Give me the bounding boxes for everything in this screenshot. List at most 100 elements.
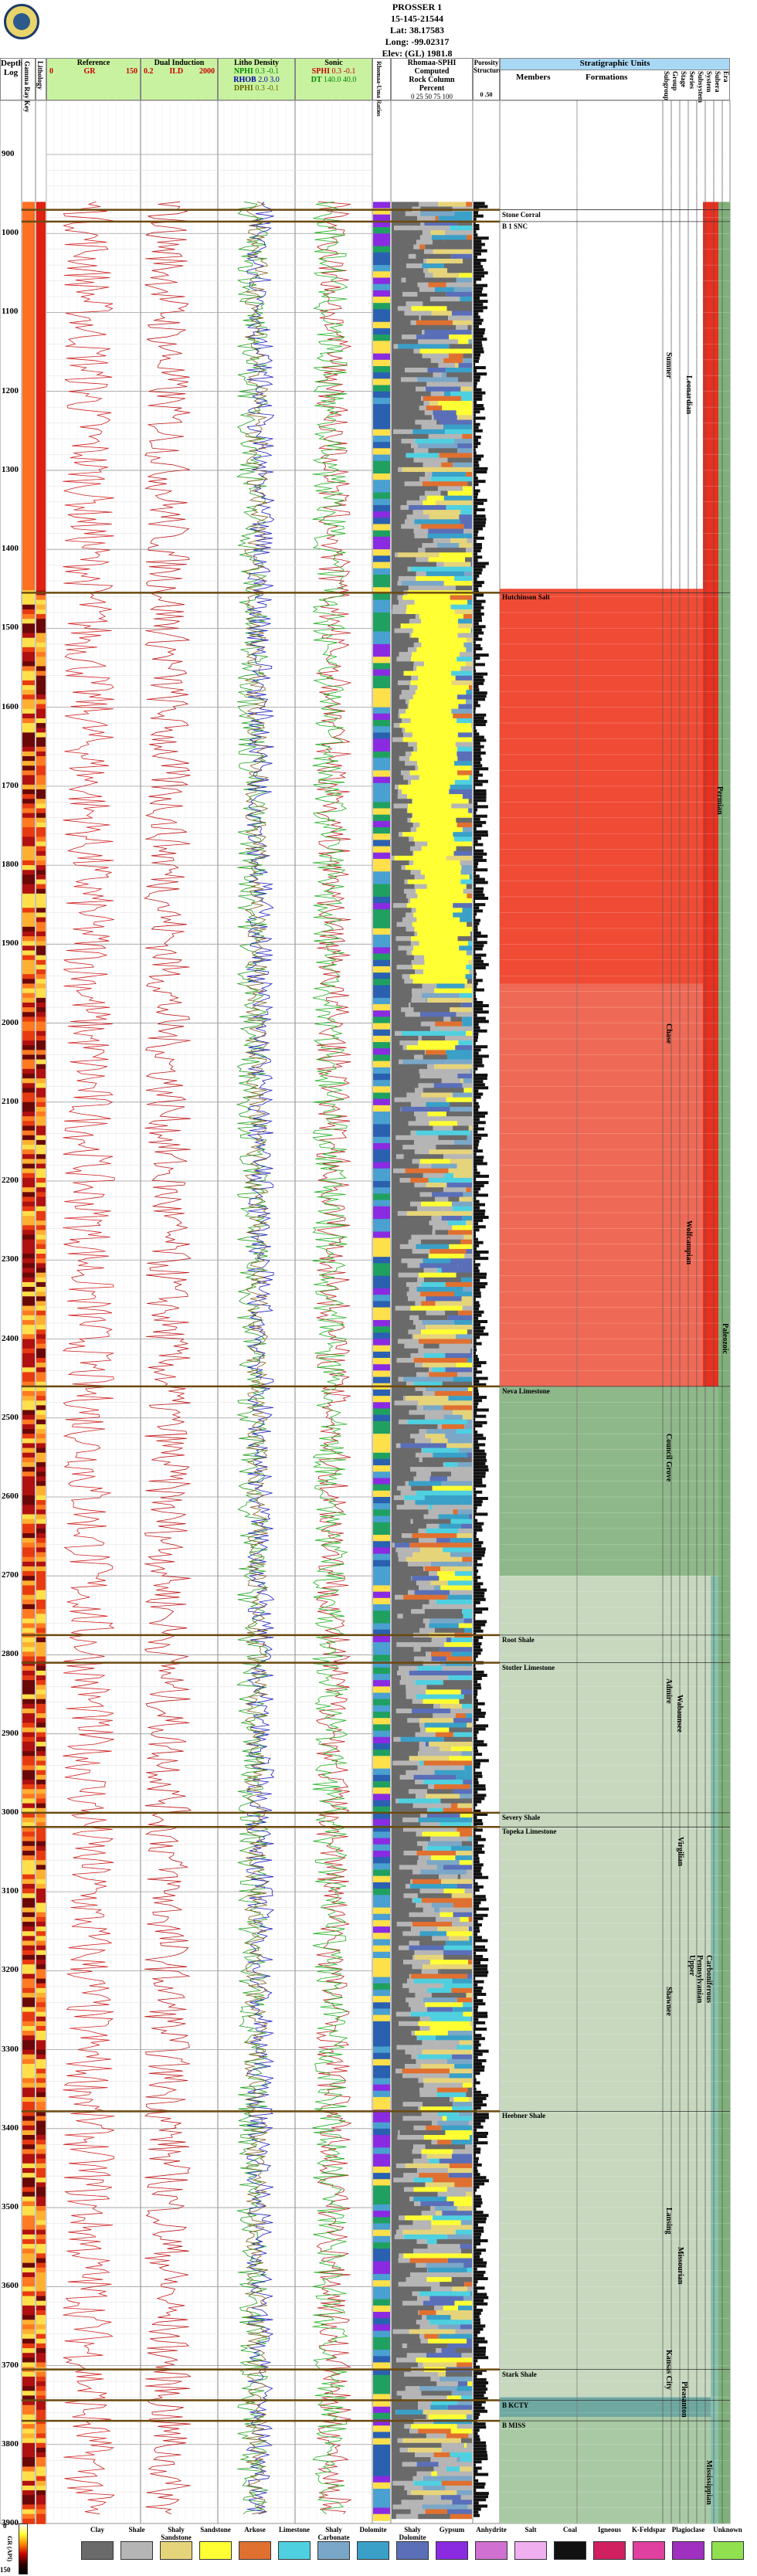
lith-cell	[36, 1471, 46, 1478]
rock-column-cell	[424, 490, 441, 497]
lith-cell	[36, 2016, 46, 2022]
well-elev: Elev: (GL) 1981.8	[382, 48, 453, 59]
rock-column-cell	[395, 1547, 421, 1553]
rock-column-cell	[428, 2338, 467, 2344]
porosity-bar	[474, 2315, 480, 2319]
rock-column-cell	[393, 1736, 401, 1743]
rock-column-cell	[453, 1376, 472, 1383]
rock-column-cell	[457, 2424, 472, 2429]
porosity-bar	[474, 2472, 489, 2476]
rock-column-cell	[435, 2225, 472, 2231]
rock-column-cell	[392, 382, 427, 387]
porosity-bar	[474, 460, 479, 464]
porosity-bar	[474, 2333, 478, 2337]
ratio-cell	[373, 587, 390, 595]
rock-column-cell	[424, 955, 468, 961]
sonic-c2: DT 140.0 40.0	[296, 76, 372, 84]
ratio-cell	[373, 820, 390, 828]
lith-cell	[36, 860, 46, 866]
rock-column-cell	[406, 500, 423, 506]
lith-cell	[36, 642, 46, 648]
rock-column-cell	[392, 1154, 396, 1159]
porosity-bar	[474, 1913, 488, 1917]
gr-key-cell	[22, 220, 35, 226]
gr-key-cell	[22, 926, 35, 932]
rock-column-cell	[460, 2457, 472, 2462]
rock-column-cell	[452, 1467, 472, 1472]
ratio-cell	[373, 921, 390, 929]
porosity-bar	[474, 2261, 487, 2265]
ratio-cell	[373, 2122, 390, 2130]
lith-cell	[36, 1566, 46, 1572]
rock-column-cell	[455, 2329, 472, 2335]
porosity-bar	[474, 400, 477, 404]
rock-column-cell	[416, 253, 452, 260]
porosity-bar	[474, 341, 482, 344]
ratio-cell	[373, 265, 390, 273]
lith-cell	[36, 226, 46, 232]
rock-column-cell	[451, 253, 472, 260]
rock-column-cell	[457, 1121, 472, 1126]
lith-cell	[36, 1590, 46, 1596]
rock-column-cell	[460, 917, 472, 923]
porosity-bar	[474, 622, 479, 626]
rock-column-cell	[392, 2476, 413, 2482]
gr-key-cell	[22, 1452, 35, 1458]
rock-column-cell	[392, 813, 412, 819]
gr-key-cell	[22, 1907, 35, 1913]
porosity-bar	[474, 761, 481, 765]
rock-column-cell	[412, 950, 467, 956]
ratio-cell	[373, 782, 390, 790]
porosity-bar	[474, 495, 478, 499]
rock-column-cell	[434, 2305, 443, 2311]
rock-column-cell	[395, 2163, 406, 2169]
rock-column-cell	[402, 2395, 447, 2401]
porosity-bar	[474, 1999, 484, 2003]
lith-cell	[36, 945, 46, 952]
rock-column-cell	[392, 524, 402, 529]
rock-column-cell	[446, 1050, 472, 1055]
rock-column-cell	[457, 443, 472, 449]
rock-column-cell	[428, 282, 446, 288]
rock-column-cell	[392, 1068, 419, 1074]
depth-label: 1400	[2, 544, 19, 554]
rock-column-cell	[427, 368, 446, 373]
rock-column-cell	[453, 2096, 469, 2103]
porosity-bar	[474, 1541, 484, 1545]
strat-col-subgroup: Subgroup	[663, 71, 670, 100]
porosity-bar	[474, 1566, 477, 1570]
lith-cell	[36, 216, 46, 222]
rock-column-cell	[392, 2471, 417, 2477]
porosity-bar	[474, 1986, 484, 1990]
rock-column-cell	[425, 1623, 429, 1629]
lith-cell	[36, 2173, 46, 2179]
rock-column-cell	[433, 1348, 471, 1354]
rock-column-cell	[422, 983, 437, 989]
porosity-bar	[474, 906, 480, 910]
gr-key-cell	[22, 2457, 35, 2463]
rock-column-cell	[433, 2452, 450, 2458]
rock-column-cell	[413, 528, 429, 535]
porosity-bar	[474, 1181, 489, 1185]
gr-key-cell	[22, 870, 35, 876]
sonic-c1: SPHI 0.3 -0.1	[296, 67, 372, 76]
porosity-bar	[474, 2248, 487, 2252]
gr-key-cell	[22, 2320, 35, 2326]
ratio-cell	[373, 1857, 390, 1865]
lith-cell	[36, 997, 46, 1003]
rock-column-cell	[443, 1807, 472, 1814]
rock-column-cell	[420, 1145, 436, 1150]
lith-cell	[36, 562, 46, 568]
rock-column-cell	[449, 1244, 472, 1250]
ratio-cell	[373, 1541, 390, 1549]
rock-column-cell	[414, 1656, 432, 1661]
rock-column-cell	[392, 429, 394, 435]
ratio-cell	[373, 271, 390, 279]
rock-column-cell	[392, 1121, 409, 1126]
legend-label: Igneous	[597, 2526, 621, 2534]
rock-column-cell	[469, 775, 472, 781]
rock-column-cell	[398, 945, 414, 951]
porosity-bar	[474, 1974, 487, 1977]
rock-column-cell	[453, 850, 472, 857]
